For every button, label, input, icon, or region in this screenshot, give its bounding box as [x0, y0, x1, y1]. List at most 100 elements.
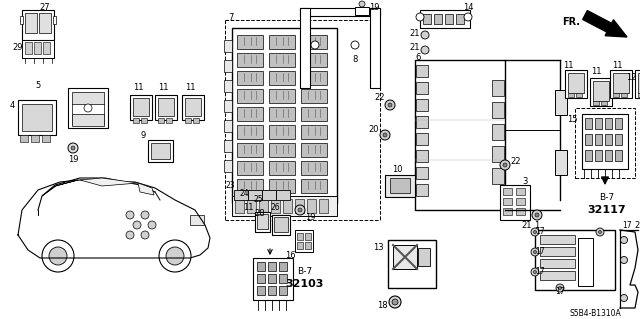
Bar: [269, 89, 295, 103]
Bar: [237, 179, 263, 193]
Text: 23: 23: [225, 182, 235, 190]
Bar: [415, 60, 505, 210]
Text: 27: 27: [40, 4, 51, 12]
Text: 21: 21: [522, 220, 532, 229]
Bar: [232, 28, 337, 203]
Circle shape: [535, 213, 539, 217]
Bar: [151, 143, 170, 159]
Bar: [269, 125, 295, 139]
Circle shape: [295, 205, 305, 215]
Text: 11: 11: [157, 84, 168, 93]
Bar: [279, 286, 287, 295]
Text: FR.: FR.: [562, 17, 580, 27]
Bar: [319, 199, 328, 213]
Bar: [535, 230, 615, 290]
Circle shape: [148, 221, 156, 229]
Text: 20: 20: [369, 125, 380, 135]
Text: 2: 2: [634, 220, 639, 229]
Bar: [434, 14, 442, 24]
Text: 21: 21: [410, 43, 420, 53]
Bar: [295, 230, 313, 252]
Bar: [237, 125, 263, 139]
Bar: [516, 208, 525, 215]
Bar: [370, 8, 380, 88]
Bar: [20, 16, 23, 24]
Circle shape: [534, 250, 536, 254]
Circle shape: [42, 240, 74, 272]
Bar: [582, 114, 628, 169]
Bar: [301, 161, 327, 175]
Bar: [268, 286, 276, 295]
Bar: [31, 135, 39, 142]
Text: S5B4-B1310A: S5B4-B1310A: [569, 308, 621, 317]
Polygon shape: [138, 183, 154, 195]
FancyArrow shape: [582, 11, 627, 37]
Bar: [503, 188, 512, 195]
Bar: [269, 53, 295, 67]
Bar: [416, 184, 428, 196]
Bar: [72, 114, 104, 126]
Bar: [301, 107, 327, 121]
Circle shape: [392, 299, 398, 305]
Text: 17: 17: [535, 227, 545, 236]
Text: 11: 11: [185, 84, 195, 93]
Bar: [456, 14, 464, 24]
Bar: [301, 143, 327, 157]
Bar: [610, 70, 632, 98]
Bar: [283, 199, 292, 213]
Bar: [185, 118, 191, 123]
Bar: [568, 93, 574, 97]
Bar: [301, 35, 327, 49]
Circle shape: [531, 248, 539, 256]
Text: 26: 26: [270, 203, 280, 211]
Text: 1: 1: [534, 220, 540, 229]
Text: 4: 4: [10, 100, 15, 109]
Text: 6: 6: [415, 54, 420, 63]
Text: 16: 16: [285, 250, 295, 259]
Bar: [601, 101, 607, 105]
Circle shape: [141, 231, 149, 239]
Text: 12: 12: [626, 73, 636, 83]
Bar: [255, 212, 270, 232]
Bar: [237, 161, 263, 175]
Bar: [503, 208, 512, 215]
Bar: [158, 98, 174, 116]
Bar: [18, 100, 56, 135]
Bar: [301, 53, 327, 67]
Bar: [224, 100, 232, 112]
Bar: [148, 140, 173, 162]
Circle shape: [166, 247, 184, 265]
Bar: [638, 73, 640, 93]
Text: 5: 5: [35, 81, 40, 91]
Bar: [269, 143, 295, 157]
Bar: [565, 70, 587, 98]
Bar: [248, 190, 262, 200]
Bar: [576, 93, 582, 97]
Bar: [269, 161, 295, 175]
Circle shape: [503, 163, 507, 167]
Bar: [301, 179, 327, 193]
Text: 3: 3: [522, 177, 528, 187]
Text: 11: 11: [563, 61, 573, 70]
Circle shape: [559, 286, 561, 290]
Bar: [605, 118, 612, 129]
Circle shape: [141, 211, 149, 219]
Bar: [224, 40, 232, 52]
Bar: [516, 198, 525, 205]
Text: 19: 19: [68, 155, 78, 165]
Bar: [416, 167, 428, 179]
Bar: [297, 242, 303, 249]
Bar: [540, 259, 575, 268]
Bar: [141, 118, 147, 123]
Circle shape: [84, 104, 92, 112]
Bar: [274, 217, 288, 232]
Bar: [34, 42, 41, 54]
Bar: [269, 107, 295, 121]
Bar: [355, 7, 369, 15]
Bar: [500, 185, 530, 220]
Circle shape: [531, 228, 539, 236]
Bar: [182, 95, 204, 120]
Circle shape: [351, 41, 359, 49]
Bar: [237, 53, 263, 67]
Circle shape: [133, 221, 141, 229]
